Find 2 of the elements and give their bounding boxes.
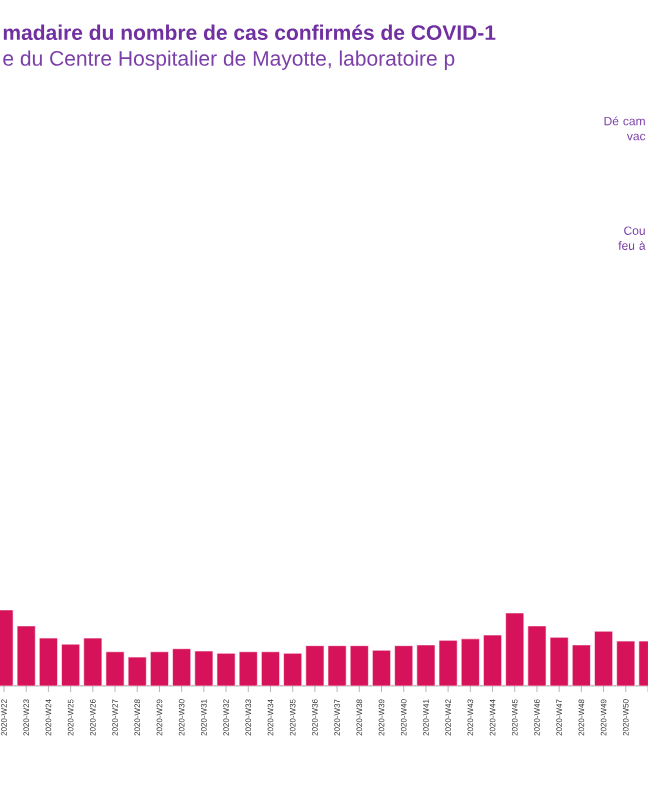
chart-title: madaire du nombre de cas confirmés de COVID-1 [3,24,496,41]
chart-subtitle: e du Centre Hospitalier de Mayotte, laboratoire p [3,50,455,70]
